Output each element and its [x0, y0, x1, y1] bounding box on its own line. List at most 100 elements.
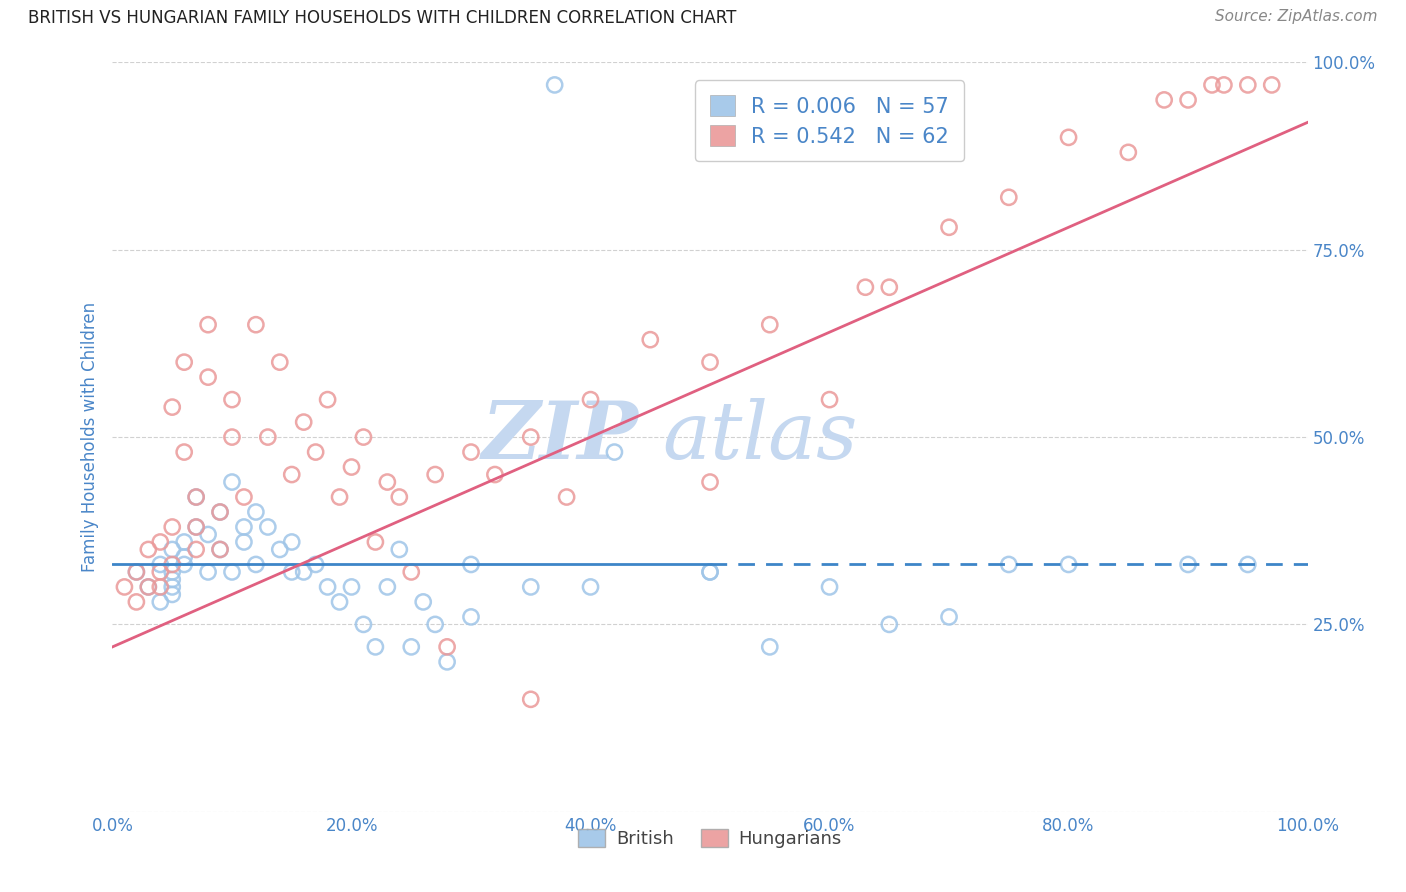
- Point: [998, 558, 1021, 572]
- Point: [209, 505, 232, 519]
- Point: [233, 520, 256, 534]
- Point: [579, 580, 602, 594]
- Point: [209, 505, 232, 519]
- Point: [699, 565, 721, 579]
- Point: [149, 580, 172, 594]
- Point: [221, 565, 243, 579]
- Point: [1153, 93, 1175, 107]
- Point: [197, 318, 219, 332]
- Point: [1237, 78, 1260, 92]
- Point: [879, 280, 901, 294]
- Point: [520, 580, 543, 594]
- Point: [329, 490, 352, 504]
- Point: [114, 580, 135, 594]
- Point: [281, 565, 304, 579]
- Point: [162, 565, 183, 579]
- Point: [173, 558, 195, 572]
- Point: [257, 520, 280, 534]
- Point: [292, 565, 315, 579]
- Point: [1177, 93, 1199, 107]
- Point: [1177, 558, 1199, 572]
- Point: [1237, 558, 1260, 572]
- Point: [938, 220, 960, 235]
- Point: [173, 535, 195, 549]
- Point: [543, 78, 565, 92]
- Point: [221, 475, 243, 489]
- Point: [186, 542, 208, 557]
- Point: [460, 558, 482, 572]
- Text: atlas: atlas: [662, 399, 858, 475]
- Point: [579, 392, 602, 407]
- Point: [425, 617, 447, 632]
- Point: [436, 640, 458, 654]
- Point: [699, 475, 721, 489]
- Point: [269, 355, 291, 369]
- Point: [209, 542, 232, 557]
- Point: [125, 565, 148, 579]
- Point: [818, 392, 841, 407]
- Point: [149, 535, 172, 549]
- Point: [162, 558, 183, 572]
- Point: [555, 490, 578, 504]
- Point: [197, 527, 219, 541]
- Point: [699, 355, 721, 369]
- Point: [233, 535, 256, 549]
- Point: [364, 640, 387, 654]
- Point: [305, 445, 328, 459]
- Point: [938, 610, 960, 624]
- Point: [759, 318, 782, 332]
- Point: [316, 580, 339, 594]
- Text: ZIP: ZIP: [481, 399, 638, 475]
- Text: Source: ZipAtlas.com: Source: ZipAtlas.com: [1215, 9, 1378, 24]
- Point: [388, 542, 411, 557]
- Legend: R = 0.006   N = 57, R = 0.542   N = 62: R = 0.006 N = 57, R = 0.542 N = 62: [695, 80, 965, 161]
- Point: [425, 467, 447, 482]
- Point: [281, 535, 304, 549]
- Point: [352, 617, 374, 632]
- Point: [364, 535, 387, 549]
- Point: [125, 565, 148, 579]
- Point: [197, 565, 219, 579]
- Point: [377, 580, 399, 594]
- Point: [377, 475, 399, 489]
- Point: [233, 490, 256, 504]
- Point: [305, 558, 328, 572]
- Point: [149, 558, 172, 572]
- Point: [149, 565, 172, 579]
- Point: [879, 617, 901, 632]
- Point: [138, 580, 160, 594]
- Point: [640, 333, 662, 347]
- Point: [855, 280, 877, 294]
- Point: [316, 392, 339, 407]
- Point: [401, 640, 423, 654]
- Point: [221, 392, 243, 407]
- Point: [603, 445, 626, 459]
- Point: [1057, 558, 1080, 572]
- Point: [1118, 145, 1140, 160]
- Point: [460, 445, 482, 459]
- Point: [269, 542, 291, 557]
- Point: [162, 400, 183, 414]
- Point: [162, 587, 183, 601]
- Point: [436, 655, 458, 669]
- Point: [340, 460, 363, 475]
- Point: [818, 580, 841, 594]
- Point: [221, 430, 243, 444]
- Point: [1261, 78, 1284, 92]
- Point: [257, 430, 280, 444]
- Point: [520, 430, 543, 444]
- Point: [412, 595, 434, 609]
- Point: [401, 565, 423, 579]
- Point: [138, 580, 160, 594]
- Point: [699, 565, 721, 579]
- Point: [173, 445, 195, 459]
- Point: [186, 520, 208, 534]
- Point: [162, 542, 183, 557]
- Point: [162, 580, 183, 594]
- Point: [186, 520, 208, 534]
- Point: [998, 190, 1021, 204]
- Point: [162, 573, 183, 587]
- Point: [162, 520, 183, 534]
- Point: [138, 542, 160, 557]
- Point: [186, 490, 208, 504]
